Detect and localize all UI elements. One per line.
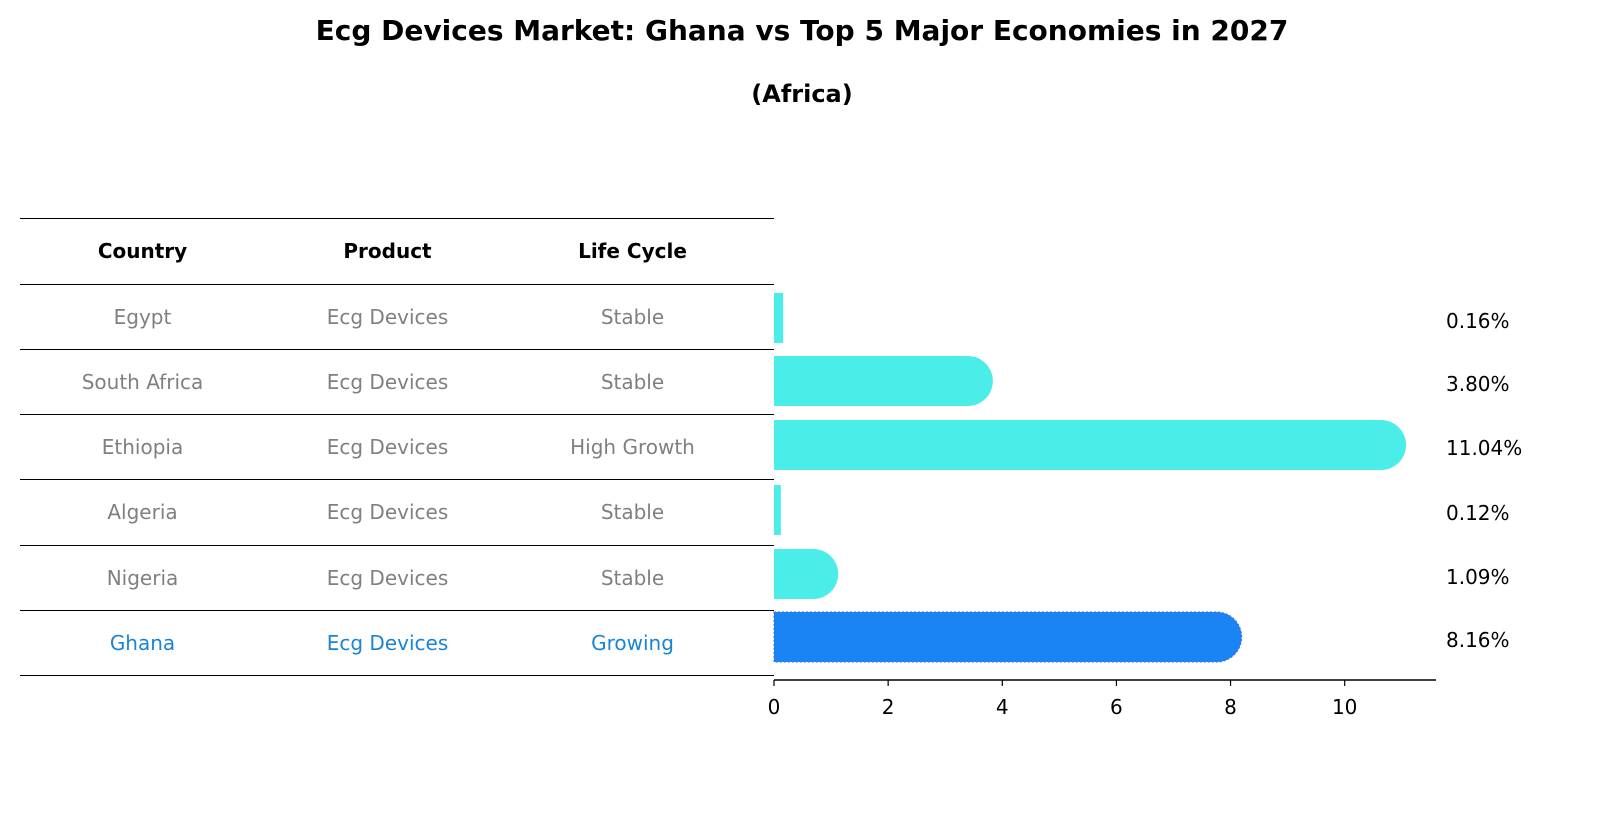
chart-title: Ecg Devices Market: Ghana vs Top 5 Major…: [315, 14, 1289, 47]
cell-life-cycle: Stable: [600, 369, 665, 394]
cell-product: Ecg Devices: [326, 630, 449, 655]
cell-product: Ecg Devices: [326, 369, 449, 394]
cell-product: Ecg Devices: [326, 565, 449, 590]
cell-life-cycle: Stable: [600, 565, 665, 590]
table-rule: [20, 414, 774, 415]
table-rule: [20, 545, 774, 546]
chart-subtitle: (Africa): [751, 80, 853, 108]
cell-country: South Africa: [81, 369, 204, 394]
table-rule: [20, 218, 774, 219]
bar-egypt: [774, 293, 784, 343]
value-label: 8.16%: [1446, 628, 1510, 652]
cell-life-cycle: High Growth: [570, 434, 695, 459]
cell-product: Ecg Devices: [326, 304, 449, 329]
table-rule: [20, 675, 774, 676]
bar-algeria: [774, 485, 781, 535]
header-life-cycle: Life Cycle: [578, 239, 687, 263]
table-rule: [20, 349, 774, 350]
cell-country: Ethiopia: [101, 434, 184, 459]
x-tick-label: 2: [882, 695, 895, 719]
cell-life-cycle: Growing: [591, 630, 674, 655]
value-label: 0.12%: [1446, 501, 1510, 525]
header-product: Product: [343, 239, 432, 263]
bar-south-africa: [774, 356, 993, 406]
value-label: 0.16%: [1446, 309, 1510, 333]
table-rule: [20, 479, 774, 480]
bar-nigeria: [774, 549, 839, 599]
x-tick-label: 0: [768, 695, 781, 719]
bar-ghana: [773, 611, 1243, 663]
value-label: 1.09%: [1446, 565, 1510, 589]
cell-life-cycle: Stable: [600, 500, 665, 524]
cell-product: Ecg Devices: [326, 500, 449, 524]
header-country: Country: [97, 239, 188, 263]
bar-ethiopia: [774, 420, 1407, 470]
cell-country: Ghana: [109, 630, 176, 655]
table-rule: [20, 610, 774, 611]
x-tick-label: 10: [1332, 695, 1357, 719]
cell-country: Nigeria: [106, 565, 179, 590]
cell-life-cycle: Stable: [600, 304, 665, 329]
value-label: 11.04%: [1446, 436, 1522, 460]
x-tick-label: 8: [1224, 695, 1237, 719]
value-label: 3.80%: [1446, 372, 1510, 396]
x-tick-label: 4: [996, 695, 1009, 719]
cell-product: Ecg Devices: [326, 434, 449, 459]
table-rule: [20, 284, 774, 285]
x-tick-label: 6: [1110, 695, 1123, 719]
cell-country: Egypt: [113, 304, 172, 329]
cell-country: Algeria: [107, 500, 178, 524]
